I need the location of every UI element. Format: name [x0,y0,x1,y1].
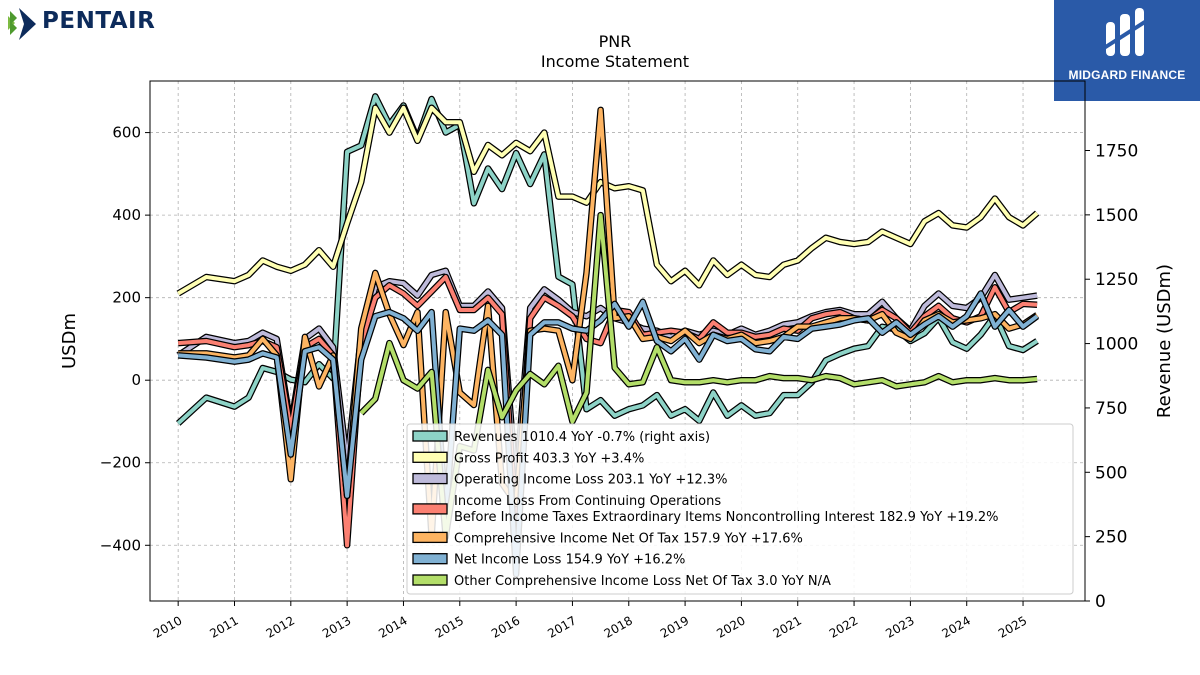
y-right-tick-label: 1500 [1095,206,1138,226]
y-tick-label: 600 [112,124,141,142]
y-right-tick-label: 1000 [1095,335,1138,355]
x-tick-label: 2014 [376,613,409,640]
y-right-tick-label: 250 [1095,528,1127,548]
legend-swatch [412,531,448,544]
badge-label: MIDGARD FINANCE [1068,68,1186,82]
y-tick-label: 400 [112,206,141,224]
x-tick-label: 2025 [996,613,1029,640]
x-tick-label: 2010 [151,613,184,640]
legend-swatch [412,574,448,586]
plot-frame [149,80,1086,602]
x-tick-label: 2012 [264,613,297,640]
y-tick-label: −200 [100,454,141,472]
x-tick-label: 2016 [489,613,522,640]
x-tick-label: 2023 [883,613,916,640]
x-tick-label: 2022 [827,613,860,640]
x-tick-label: 2021 [771,613,804,640]
x-tick-label: 2018 [602,613,635,640]
x-tick-label: 2024 [940,613,973,640]
legend-box [406,423,1074,595]
series-5 [177,290,1040,578]
legend: Revenues 1010.4 YoY -0.7% (right axis) Gr… [406,423,1074,595]
legend-swatch [412,472,448,485]
y-right-tick-label: 1250 [1095,270,1138,290]
legend-entry: Net Income Loss 154.9 YoY +16.2% [454,553,685,568]
midgard-logo-icon [1102,8,1150,56]
y-axis-label: USDm [59,313,80,369]
legend-entry: Income Loss From Continuing Operations [454,494,721,509]
y-right-tick-label: 750 [1095,399,1127,419]
pentair-logo [8,8,36,40]
y-tick-label: 0 [131,371,141,389]
legend-swatch [412,503,448,515]
brand-name: PENTAIR [42,8,156,34]
chart-title: PNR [599,32,632,51]
y-right-tick-label: 1750 [1095,142,1138,162]
midgard-finance-badge: MIDGARD FINANCE [1054,0,1200,101]
x-tick-label: 2011 [207,613,240,640]
x-tick-label: 2020 [714,613,747,640]
legend-swatch [412,553,448,565]
y-axis-right-label: Revenue (USDm) [1154,264,1175,418]
series-line [177,105,1039,296]
y-tick-label: −400 [100,536,141,554]
x-tick-label: 2013 [320,613,353,640]
legend-swatch [412,430,448,442]
legend-entry: Gross Profit 403.3 YoY +3.4% [454,451,644,466]
y-tick-label: 200 [112,289,141,307]
x-tick-label: 2019 [658,613,691,640]
legend-entry: Comprehensive Income Net Of Tax 157.9 Yo… [454,531,803,546]
chart-subtitle: Income Statement [541,52,689,71]
series-line [178,291,1039,577]
y-right-tick-label: 500 [1095,463,1127,483]
legend-swatch [412,451,448,463]
series-1 [176,104,1040,297]
legend-entry-line2: Before Income Taxes Extraordinary Items … [454,510,999,525]
axes: 2010 2011 2012 2013 2014 2015 2016 2017 2018 2019… [100,124,1138,641]
legend-entry: Other Comprehensive Income Loss Net Of T… [454,574,831,589]
legend-entry: Revenues 1010.4 YoY -0.7% (right axis) [454,430,710,445]
x-tick-label: 2017 [545,613,578,640]
x-tick-label: 2015 [433,613,466,640]
y-right-tick-label: 0 [1095,592,1106,612]
legend-entry: Operating Income Loss 203.1 YoY +12.3% [454,473,728,488]
